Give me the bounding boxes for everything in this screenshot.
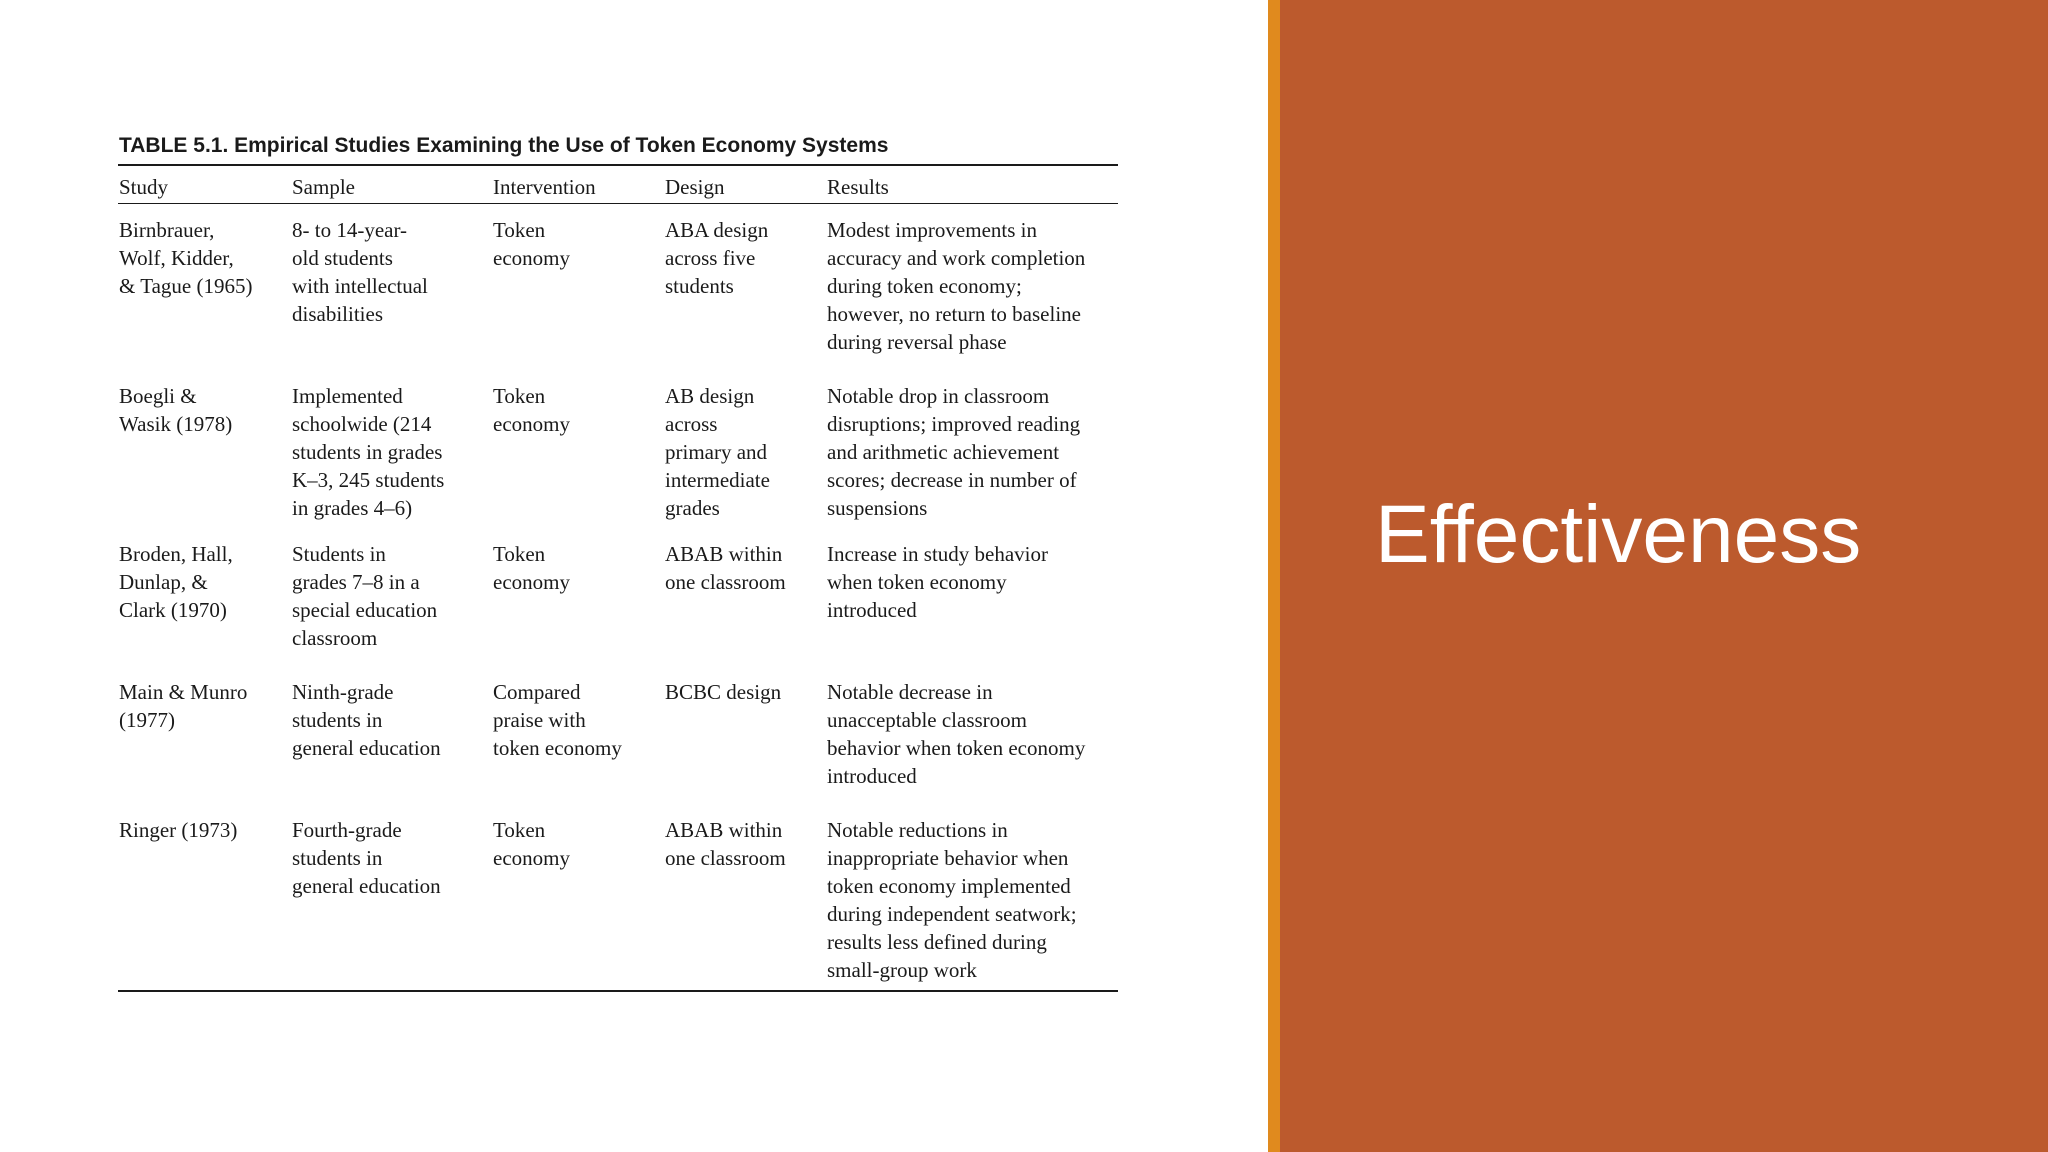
cell-results-text: Notable decrease in unacceptable classro… (827, 680, 1086, 788)
cell-intervention: Token economy (492, 540, 664, 678)
cell-results: Modest improvements in accuracy and work… (826, 204, 1118, 383)
cell-sample-text: 8- to 14-year- old students with intelle… (292, 218, 428, 326)
cell-design: ABA design across five students (664, 204, 826, 383)
table-row: Ringer (1973) Fourth-grade students in g… (118, 816, 1118, 991)
cell-sample-text: Ninth-grade students in general educatio… (292, 680, 441, 760)
slide-title: Effectiveness (1375, 489, 1862, 580)
table-figure: TABLE 5.1. Empirical Studies Examining t… (118, 134, 1118, 992)
title-panel (1280, 0, 2048, 1152)
cell-design-text: ABAB within one classroom (665, 542, 786, 594)
header-results: Results (827, 175, 889, 199)
cell-study-text: Main & Munro (1977) (119, 680, 248, 732)
cell-design-text: ABAB within one classroom (665, 818, 786, 870)
cell-design: ABAB within one classroom (664, 540, 826, 678)
header-design: Design (665, 175, 725, 199)
header-row: Study Sample Intervention Design Results (118, 165, 1118, 204)
cell-intervention-text: Compared praise with token economy (493, 680, 622, 760)
cell-study: Birnbrauer, Wolf, Kidder, & Tague (1965) (118, 204, 291, 383)
cell-sample: Ninth-grade students in general educatio… (291, 678, 492, 816)
cell-intervention-text: Token economy (493, 818, 570, 870)
table-body: Birnbrauer, Wolf, Kidder, & Tague (1965)… (118, 204, 1118, 991)
studies-table: Study Sample Intervention Design Results… (118, 164, 1118, 992)
table-row: Main & Munro (1977) Ninth-grade students… (118, 678, 1118, 816)
table-header: Study Sample Intervention Design Results (118, 165, 1118, 204)
cell-results-text: Modest improvements in accuracy and work… (827, 218, 1086, 354)
cell-results: Increase in study behavior when token ec… (826, 540, 1118, 678)
cell-sample-text: Students in grades 7–8 in a special educ… (292, 542, 438, 650)
cell-sample: Students in grades 7–8 in a special educ… (291, 540, 492, 678)
cell-intervention: Token economy (492, 816, 664, 991)
cell-results: Notable decrease in unacceptable classro… (826, 678, 1118, 816)
table-row: Boegli & Wasik (1978) Implemented school… (118, 382, 1118, 540)
cell-design-text: ABA design across five students (665, 218, 769, 298)
cell-results: Notable drop in classroom disruptions; i… (826, 382, 1118, 540)
cell-intervention: Compared praise with token economy (492, 678, 664, 816)
header-intervention: Intervention (493, 175, 596, 199)
table-caption: TABLE 5.1. Empirical Studies Examining t… (119, 134, 889, 157)
cell-design-text: AB design across primary and intermediat… (665, 384, 770, 520)
table-row: Broden, Hall, Dunlap, & Clark (1970) Stu… (118, 540, 1118, 678)
cell-study: Ringer (1973) (118, 816, 291, 991)
cell-design: BCBC design (664, 678, 826, 816)
cell-sample: Fourth-grade students in general educati… (291, 816, 492, 991)
cell-results: Notable reductions in inappropriate beha… (826, 816, 1118, 991)
cell-design-text: BCBC design (665, 680, 782, 704)
cell-study: Boegli & Wasik (1978) (118, 382, 291, 540)
cell-results-text: Increase in study behavior when token ec… (827, 542, 1049, 622)
cell-study: Main & Munro (1977) (118, 678, 291, 816)
cell-intervention-text: Token economy (493, 542, 570, 594)
cell-sample-text: Fourth-grade students in general educati… (292, 818, 441, 898)
cell-study-text: Birnbrauer, Wolf, Kidder, & Tague (1965) (119, 218, 253, 298)
cell-design: ABAB within one classroom (664, 816, 826, 991)
cell-results-text: Notable reductions in inappropriate beha… (827, 818, 1077, 982)
accent-strip (1268, 0, 1280, 1152)
header-sample: Sample (292, 175, 355, 199)
cell-sample-text: Implemented schoolwide (214 students in … (292, 384, 445, 520)
cell-intervention-text: Token economy (493, 384, 570, 436)
cell-results-text: Notable drop in classroom disruptions; i… (827, 384, 1081, 520)
header-study: Study (119, 175, 169, 199)
cell-study-text: Broden, Hall, Dunlap, & Clark (1970) (119, 542, 233, 622)
cell-study: Broden, Hall, Dunlap, & Clark (1970) (118, 540, 291, 678)
cell-design: AB design across primary and intermediat… (664, 382, 826, 540)
cell-intervention: Token economy (492, 382, 664, 540)
cell-study-text: Ringer (1973) (119, 818, 238, 842)
table-row: Birnbrauer, Wolf, Kidder, & Tague (1965)… (118, 204, 1118, 383)
cell-intervention: Token economy (492, 204, 664, 383)
cell-sample: Implemented schoolwide (214 students in … (291, 382, 492, 540)
cell-intervention-text: Token economy (493, 218, 570, 270)
cell-sample: 8- to 14-year- old students with intelle… (291, 204, 492, 383)
cell-study-text: Boegli & Wasik (1978) (119, 384, 233, 436)
slide-content-area: TABLE 5.1. Empirical Studies Examining t… (118, 134, 1118, 992)
